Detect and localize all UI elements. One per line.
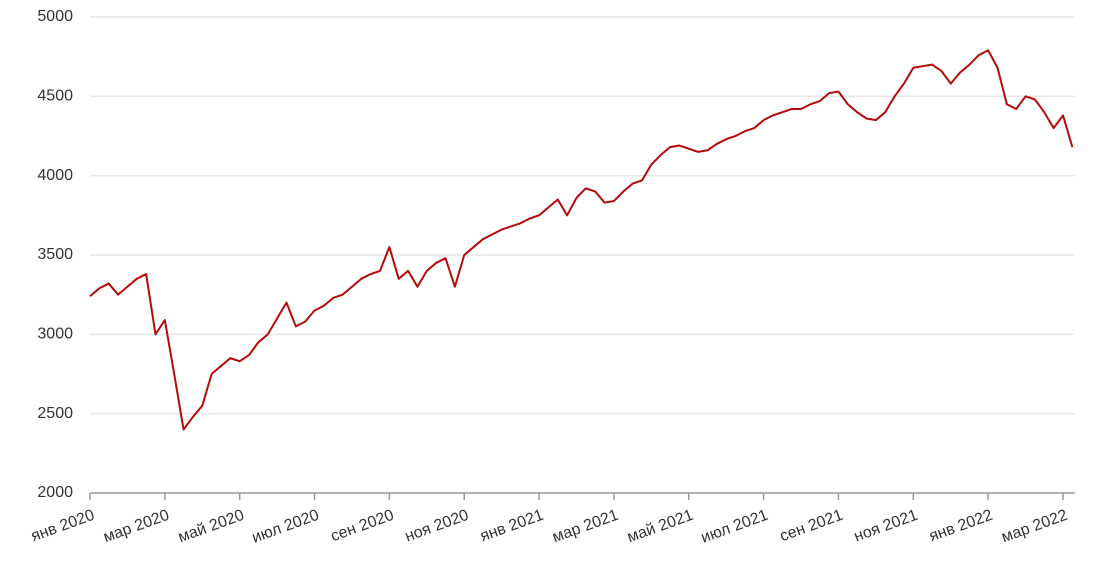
y-tick-label: 4500 xyxy=(37,88,73,105)
x-tick-label: май 2020 xyxy=(176,507,247,547)
x-tick-label: май 2021 xyxy=(625,507,696,547)
x-tick-label: янв 2021 xyxy=(478,507,546,546)
y-tick-label: 2000 xyxy=(37,484,73,501)
x-tick-label: янв 2020 xyxy=(29,507,97,546)
x-tick-label: янв 2022 xyxy=(927,507,995,546)
x-tick-label: мар 2020 xyxy=(101,507,172,547)
x-tick-label: ноя 2020 xyxy=(403,507,471,546)
x-tick-label: июл 2021 xyxy=(699,507,771,547)
x-tick-label: сен 2021 xyxy=(778,507,846,546)
y-tick-label: 2500 xyxy=(37,405,73,422)
y-tick-label: 3000 xyxy=(37,326,73,343)
x-tick-label: ноя 2021 xyxy=(852,507,920,546)
x-tick-label: мар 2021 xyxy=(550,507,621,547)
x-tick-label: июл 2020 xyxy=(250,507,322,547)
line xyxy=(89,49,1074,431)
y-tick-label: 5000 xyxy=(37,8,73,25)
y-tick-label: 3500 xyxy=(37,246,73,263)
x-tick-label: мар 2022 xyxy=(999,507,1070,547)
y-tick-label: 4000 xyxy=(37,167,73,184)
x-tick-label: сен 2020 xyxy=(329,507,397,546)
